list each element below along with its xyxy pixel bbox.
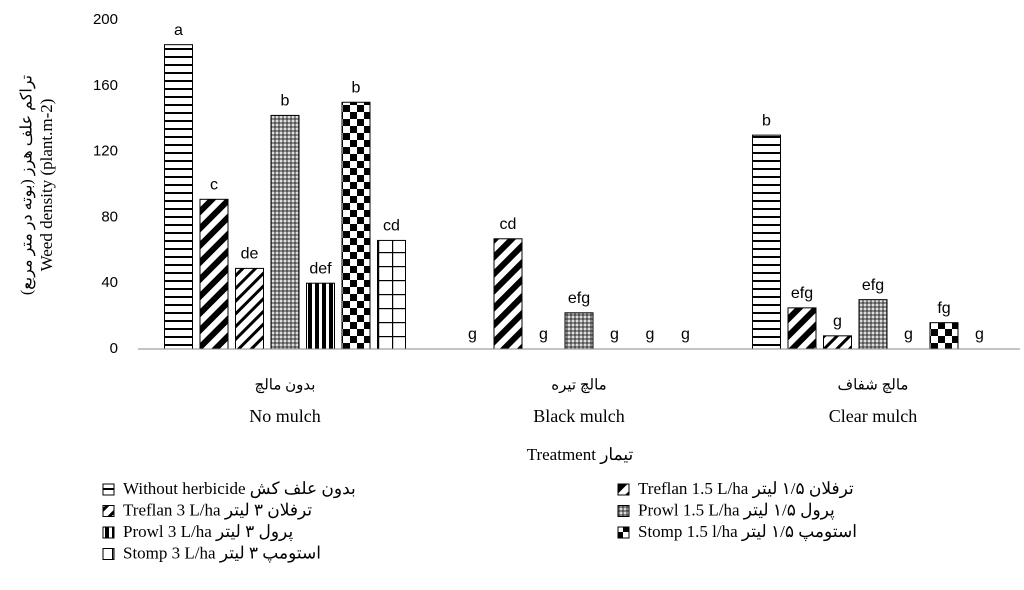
y-axis-label: تراکم علف هرز (بوته در متر مربع) Weed de…	[19, 75, 56, 295]
bar	[341, 101, 371, 350]
x-tick-label-en: No mulch	[249, 406, 321, 426]
data-label: g	[610, 326, 619, 343]
data-label: g	[539, 326, 548, 343]
legend-label: Prowl 3 L/ha پرول ۳ لیتر	[123, 522, 293, 542]
bar	[823, 335, 852, 350]
bar	[306, 282, 335, 350]
data-label: a	[174, 22, 183, 39]
legend-label: Prowl 1.5 L/ha پرول ۱/۵ لیتر	[638, 500, 835, 520]
y-tick-label: 120	[93, 143, 118, 160]
y-tick-label: 160	[93, 77, 118, 94]
data-label: g	[904, 326, 913, 343]
x-tick-label: مالچ شفاف	[838, 377, 909, 393]
legend-label: Treflan 1.5 L/ha ترفلان ۱/۵ لیتر	[638, 479, 854, 499]
x-tick-label-en: Clear mulch	[829, 406, 917, 426]
data-label: cd	[383, 218, 400, 235]
legend-swatch	[102, 505, 115, 517]
x-tick-label: مالچ تیره	[551, 377, 606, 393]
data-label: g	[975, 326, 984, 343]
data-label: c	[210, 177, 218, 194]
data-label: g	[468, 326, 477, 343]
data-label: efg	[568, 290, 590, 307]
data-label: efg	[791, 285, 813, 302]
legend-label: Treflan 3 L/ha ترفلان ۳ لیتر	[123, 500, 312, 520]
x-tick-label-en: Black mulch	[533, 406, 624, 426]
y-label-en: Weed density (plant.m-2)	[37, 99, 56, 272]
data-label: efg	[862, 277, 884, 294]
y-tick-label: 40	[101, 274, 118, 291]
bar	[493, 238, 523, 350]
x-axis-label: Treatment تیمار	[527, 445, 634, 465]
bar	[858, 299, 888, 350]
bar	[564, 312, 594, 350]
y-label-fa: تراکم علف هرز (بوته در متر مربع)	[19, 75, 36, 295]
bar	[235, 267, 264, 350]
y-tick-label: 80	[101, 208, 118, 225]
legend-swatch	[102, 483, 115, 496]
data-label: cd	[500, 216, 517, 233]
data-label: g	[681, 326, 690, 343]
data-label: g	[646, 326, 655, 343]
legend-label: Stomp 3 L/ha استومپ ۳ لیتر	[123, 543, 321, 563]
y-tick-label: 0	[110, 340, 118, 357]
data-label: b	[281, 93, 290, 110]
data-label: g	[833, 313, 842, 330]
x-tick-label: بدون مالچ	[255, 377, 316, 393]
data-label: fg	[937, 300, 950, 317]
data-label: de	[241, 246, 259, 263]
legend-swatch	[102, 526, 115, 539]
bar	[787, 307, 817, 350]
y-tick-label: 200	[93, 11, 118, 28]
bar	[199, 198, 229, 350]
legend-swatch	[617, 526, 630, 539]
legend-swatch	[617, 505, 630, 517]
legend-swatch	[102, 548, 115, 560]
bar	[929, 322, 959, 350]
data-label: def	[309, 260, 332, 277]
bar	[752, 134, 781, 350]
legend-label: Without herbicide بدون علف کش	[123, 479, 356, 499]
data-label: b	[352, 79, 361, 96]
data-label: b	[762, 112, 771, 129]
bar	[164, 44, 193, 350]
bar	[377, 239, 406, 350]
bar	[270, 114, 300, 350]
legend-swatch	[617, 483, 630, 496]
legend-label: Stomp 1.5 l/ha استومپ ۱/۵ لیتر	[638, 522, 857, 542]
